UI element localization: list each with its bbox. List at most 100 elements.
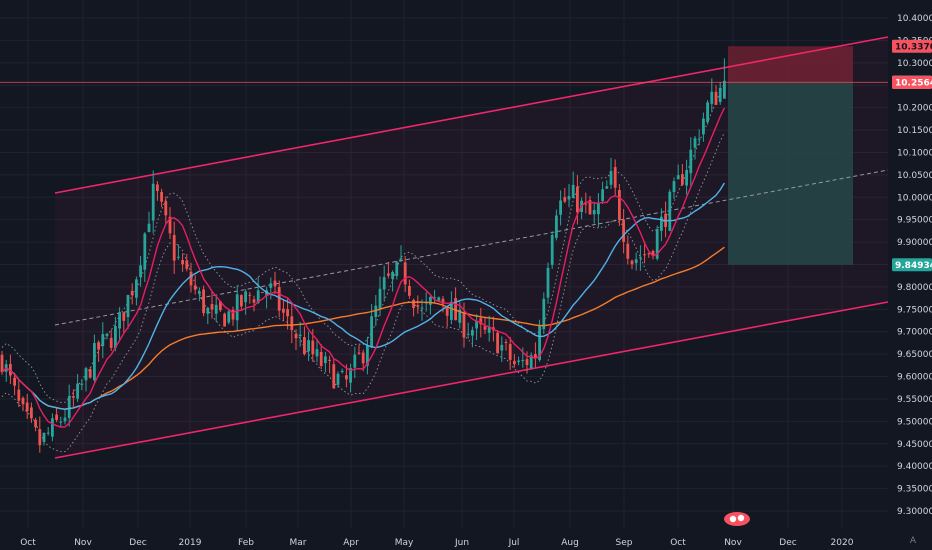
candle-body [374, 305, 378, 318]
candle-body [454, 298, 457, 321]
candle-body [685, 170, 688, 186]
channel-median-line[interactable] [54, 169, 889, 326]
candle-body [517, 360, 520, 362]
candle-body [118, 312, 121, 329]
candle-body [450, 301, 453, 320]
candle-body [0, 354, 4, 373]
candle-body [160, 191, 163, 202]
regression-channel [54, 36, 889, 459]
candle-body [483, 326, 487, 330]
channel-upper-line[interactable] [54, 36, 889, 194]
candle-body [261, 292, 264, 294]
candle-body [256, 290, 260, 303]
candle-body [588, 200, 592, 215]
candle-body [273, 280, 277, 287]
candle-body [105, 333, 109, 337]
candle-body [340, 370, 344, 372]
stop-loss-zone[interactable] [728, 46, 853, 83]
candle-body [51, 418, 54, 437]
candle-body [534, 354, 537, 359]
price-tick-label: 9.30000 [897, 507, 932, 517]
ma-mid-line[interactable] [1, 182, 725, 410]
time-tick-label: Feb [238, 538, 254, 548]
candle-body [294, 333, 298, 339]
price-tick-label: 9.65000 [897, 350, 932, 360]
candle-body [672, 181, 676, 192]
candle-body [382, 277, 386, 290]
candle-body [34, 419, 37, 428]
candle-body [101, 334, 105, 347]
candle-body [702, 118, 705, 135]
candle-body [84, 368, 88, 381]
auto-scale-icon[interactable]: A [909, 536, 916, 546]
candle-body [416, 305, 420, 307]
candle-body [647, 253, 651, 255]
grid [0, 0, 888, 528]
candle-body [42, 433, 46, 442]
candle-body [38, 429, 42, 446]
candle-body [59, 421, 63, 423]
candle-body [399, 258, 403, 260]
candle-body [282, 308, 285, 313]
time-tick-label: Apr [343, 538, 359, 548]
time-axis[interactable]: Oct Nov Dec 2019 Feb Mar Apr May Jun Jul Aug Sep Oct… [0, 528, 932, 550]
candles [0, 58, 726, 453]
target-price-badge: 9.84934 [895, 261, 932, 271]
candle-body [139, 265, 142, 277]
price-tick-label: 10.10000 [897, 148, 932, 158]
candle-body [660, 216, 663, 231]
candle-body [387, 273, 390, 276]
candle-body [290, 316, 294, 331]
candle-body [219, 301, 222, 311]
candle-body [97, 342, 100, 350]
candle-body [597, 202, 600, 215]
candle-body [198, 291, 201, 294]
candle-body [311, 340, 315, 355]
candle-body [353, 354, 357, 368]
candle-body [349, 368, 352, 383]
price-tick-label: 10.30000 [897, 59, 932, 69]
take-profit-zone[interactable] [728, 82, 853, 265]
time-tick-label: Jun [454, 538, 469, 548]
entry-price-badge-bg [892, 75, 932, 89]
candle-body [487, 327, 491, 333]
candle-body [592, 210, 596, 215]
candle-body [9, 363, 12, 376]
candle-body [46, 432, 50, 434]
ma-fast-line[interactable] [1, 107, 726, 428]
candle-body [668, 191, 672, 231]
candle-body [626, 243, 630, 259]
price-badges: 10.3370010.2565410.256469.84934 [892, 39, 932, 272]
candle-body [584, 203, 588, 205]
target-price-badge-bg [892, 258, 932, 272]
candle-body [114, 326, 117, 349]
price-tick-label: 9.35000 [897, 485, 932, 495]
candle-body [172, 234, 176, 261]
candle-body [651, 251, 655, 257]
price-tick-label: 9.95000 [897, 216, 932, 226]
time-tick-label: Nov [724, 538, 742, 548]
envelope-bands [1, 83, 725, 453]
candle-body [361, 352, 365, 364]
candle-body [496, 332, 499, 354]
candle-body [676, 175, 680, 180]
candle-body [319, 351, 323, 366]
candle-body [30, 407, 33, 419]
candle-body [567, 196, 571, 200]
candle-body [244, 291, 247, 303]
candle-body [408, 285, 411, 296]
candle-body [689, 149, 693, 174]
candle-body [559, 200, 562, 215]
candle-body [156, 184, 159, 191]
candle-body [231, 309, 235, 320]
candle-body [395, 261, 399, 276]
time-tick-label: Jul [508, 538, 520, 548]
candle-body [143, 233, 147, 270]
candle-body [412, 299, 415, 308]
candle-body [88, 369, 92, 378]
time-tick-label: Mar [290, 538, 307, 548]
candle-body [67, 396, 71, 418]
channel-lower-line[interactable] [54, 301, 889, 459]
